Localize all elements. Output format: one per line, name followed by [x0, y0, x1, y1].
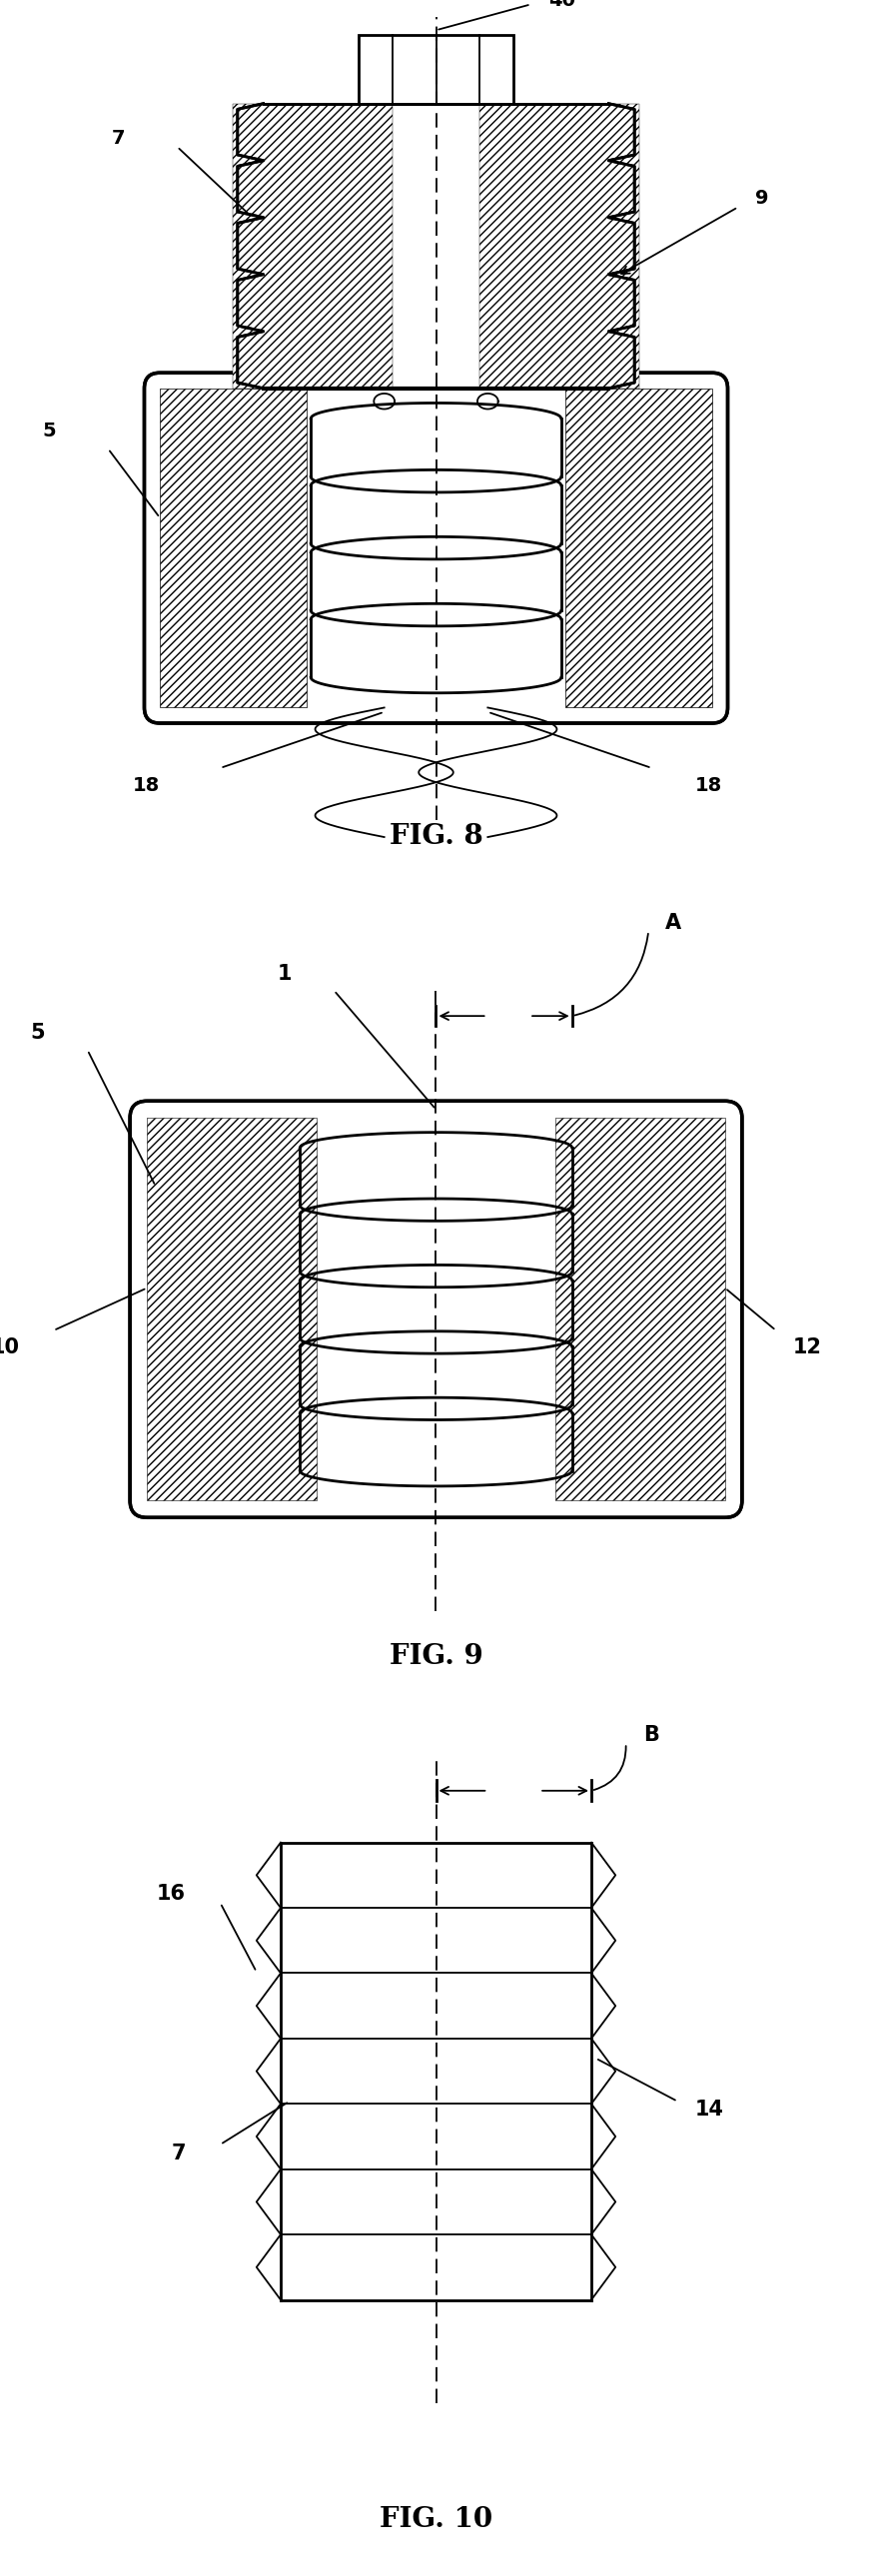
Text: B: B [644, 1723, 659, 1744]
Bar [358, 33, 514, 103]
Bar [479, 103, 639, 389]
Text: 10: 10 [0, 1337, 19, 1358]
Text: FIG. 10: FIG. 10 [379, 2506, 493, 2532]
FancyBboxPatch shape [130, 1100, 742, 1517]
Text: 16: 16 [157, 1883, 186, 1904]
Bar [233, 103, 393, 389]
Polygon shape [237, 103, 635, 389]
Text: 7: 7 [112, 129, 126, 147]
FancyBboxPatch shape [144, 374, 728, 724]
Text: FIG. 9: FIG. 9 [389, 1643, 483, 1672]
Text: 18: 18 [695, 775, 722, 796]
Bar [565, 389, 712, 708]
Text: 5: 5 [31, 1023, 45, 1043]
Text: 18: 18 [133, 775, 160, 796]
Text: 12: 12 [793, 1337, 822, 1358]
Text: 40: 40 [548, 0, 576, 10]
Bar [147, 1118, 317, 1499]
Text: FIG. 8: FIG. 8 [389, 824, 483, 850]
Text: A: A [665, 912, 682, 933]
Text: 14: 14 [695, 2099, 724, 2120]
Bar [281, 1842, 591, 2300]
Text: 5: 5 [43, 422, 57, 440]
Text: 7: 7 [171, 2143, 186, 2164]
Text: 9: 9 [755, 188, 769, 209]
Bar [160, 389, 307, 708]
Text: 1: 1 [277, 963, 291, 984]
Bar [555, 1118, 725, 1499]
